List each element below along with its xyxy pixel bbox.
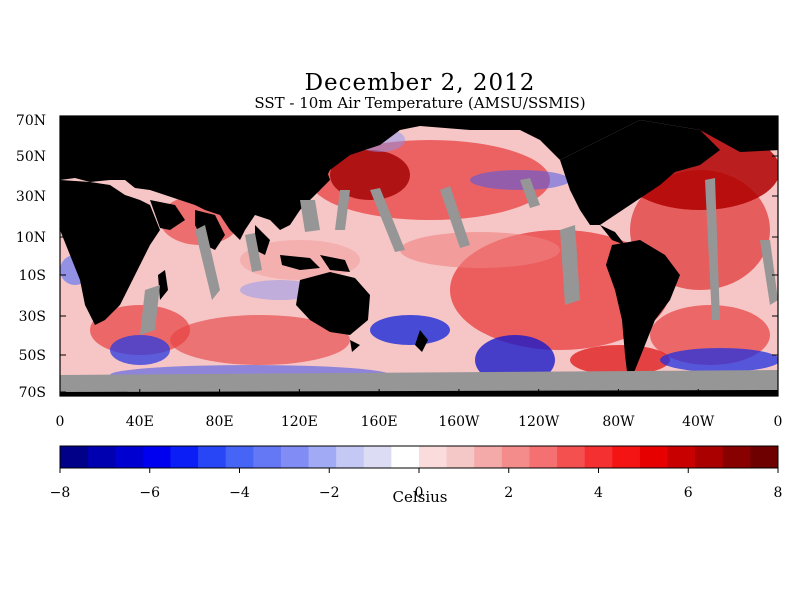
- colorbar-swatch: [529, 446, 558, 468]
- colorbar-tick-label: −6: [139, 485, 160, 501]
- anomaly-field: [60, 116, 778, 396]
- colorbar-tick-label: 8: [774, 485, 783, 501]
- map-subtitle: SST - 10m Air Temperature (AMSU/SSMIS): [254, 94, 586, 112]
- colorbar-swatch: [253, 446, 282, 468]
- longitude-axis: 0 40E 80E 120E 160E 160W 120W 80W 40W 0: [56, 414, 783, 430]
- lon-label: 0: [56, 414, 65, 430]
- latitude-axis: 70N 50N 30N 10N 10S 30S 50S 70S: [16, 113, 46, 401]
- lat-label: 70N: [16, 113, 46, 129]
- colorbar-swatch: [722, 446, 751, 468]
- colorbar-label: Celsius: [392, 488, 448, 506]
- lon-label: 80W: [602, 414, 635, 430]
- lat-label: 50S: [19, 348, 46, 364]
- colorbar-swatch: [391, 446, 420, 468]
- lat-label: 30N: [16, 189, 46, 205]
- colorbar-swatch: [474, 446, 503, 468]
- axis-ticks: [59, 116, 779, 396]
- lon-label: 120E: [281, 414, 318, 430]
- colorbar-swatch: [170, 446, 199, 468]
- colorbar-swatch: [225, 446, 254, 468]
- colorbar-swatch: [336, 446, 365, 468]
- lat-label: 70S: [19, 385, 46, 401]
- lon-label: 80E: [206, 414, 234, 430]
- colorbar-swatch: [363, 446, 392, 468]
- colorbar-swatch: [280, 446, 310, 468]
- colorbar-tick-label: −8: [50, 485, 71, 501]
- colorbar-tick-label: 6: [684, 485, 693, 501]
- colorbar-swatch: [695, 446, 724, 468]
- lon-label: 40E: [126, 414, 154, 430]
- colorbar-ticks: −8 −6 −4 −2 0 2 4 6 8: [50, 468, 783, 501]
- lat-label: 30S: [19, 309, 46, 325]
- lon-label: 120W: [518, 414, 560, 430]
- colorbar-tick-label: −2: [319, 485, 340, 501]
- colorbar-swatch: [115, 446, 144, 468]
- lon-label: 160E: [361, 414, 398, 430]
- colorbar-swatch: [612, 446, 641, 468]
- lon-label: 0: [774, 414, 783, 430]
- missing-data-swaths: [60, 178, 778, 392]
- colorbar-swatch: [419, 446, 448, 468]
- lon-label: 160W: [438, 414, 480, 430]
- colorbar: [60, 446, 779, 468]
- colorbar-swatch: [142, 446, 171, 468]
- colorbar-swatch: [667, 446, 696, 468]
- map-title: December 2, 2012: [304, 70, 536, 96]
- colorbar-swatch: [501, 446, 530, 468]
- colorbar-swatch: [750, 446, 779, 468]
- colorbar-tick-label: 0: [415, 485, 424, 501]
- lat-label: 10N: [16, 230, 46, 246]
- colorbar-tick-label: −4: [229, 485, 250, 501]
- colorbar-tick-label: 4: [594, 485, 603, 501]
- lon-label: 40W: [682, 414, 715, 430]
- colorbar-swatch: [198, 446, 227, 468]
- colorbar-swatch: [639, 446, 669, 468]
- colorbar-swatch: [584, 446, 613, 468]
- colorbar-swatch: [308, 446, 337, 468]
- lat-label: 10S: [19, 268, 46, 284]
- colorbar-swatch: [557, 446, 586, 468]
- colorbar-tick-label: 2: [504, 485, 513, 501]
- colorbar-swatch: [60, 446, 89, 468]
- lat-label: 50N: [16, 149, 46, 165]
- colorbar-swatch: [446, 446, 475, 468]
- colorbar-swatch: [87, 446, 116, 468]
